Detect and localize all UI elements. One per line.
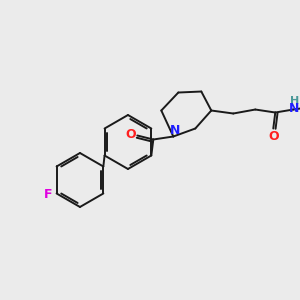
Text: O: O bbox=[268, 130, 279, 143]
Text: O: O bbox=[125, 128, 136, 141]
Text: F: F bbox=[44, 188, 53, 201]
Text: N: N bbox=[170, 124, 181, 137]
Text: H: H bbox=[290, 95, 299, 106]
Text: N: N bbox=[289, 102, 299, 115]
